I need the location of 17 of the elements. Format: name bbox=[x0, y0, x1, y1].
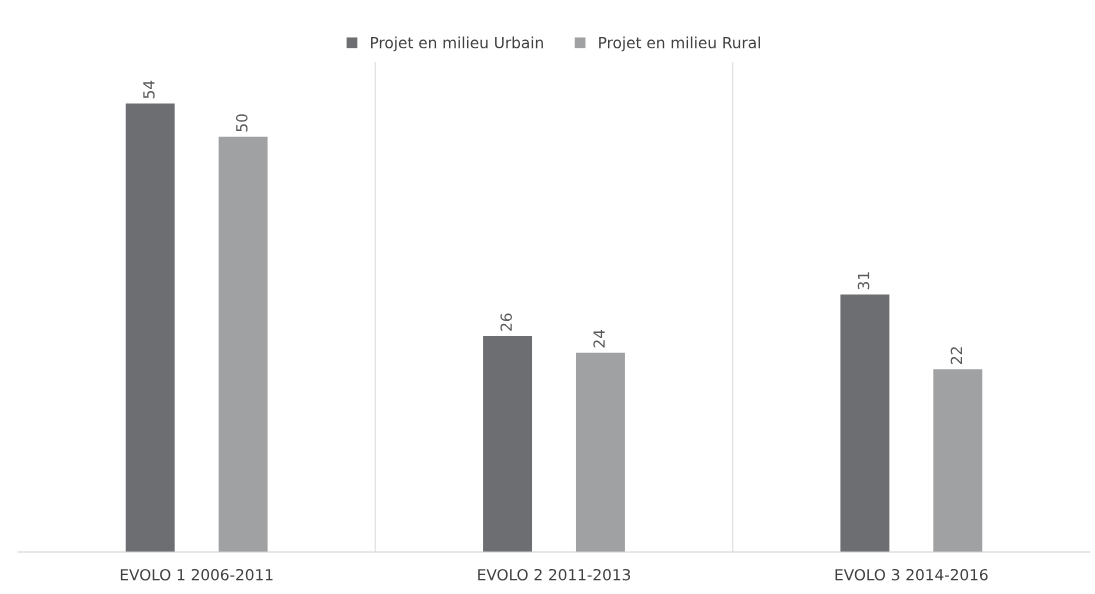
legend-label: Projet en milieu Rural bbox=[599, 36, 760, 52]
data-label: 24 bbox=[593, 329, 605, 348]
legend-label: Projet en milieu Urbain bbox=[371, 36, 543, 52]
data-label: 22 bbox=[950, 347, 962, 364]
data-label: 50 bbox=[236, 114, 248, 132]
bar bbox=[125, 103, 175, 552]
bar bbox=[933, 369, 983, 552]
x-tick-label: EVOLO 2 2011-2013 bbox=[478, 568, 631, 581]
x-tick-label: EVOLO 1 2006-2011 bbox=[120, 568, 273, 581]
data-label: 31 bbox=[857, 272, 870, 290]
bar bbox=[218, 136, 268, 552]
bar bbox=[840, 294, 890, 552]
bar bbox=[575, 352, 625, 552]
data-label: 26 bbox=[500, 313, 512, 331]
x-tick-label: EVOLO 3 2014-2016 bbox=[835, 568, 988, 581]
bar bbox=[483, 336, 533, 552]
data-label: 54 bbox=[143, 80, 155, 99]
